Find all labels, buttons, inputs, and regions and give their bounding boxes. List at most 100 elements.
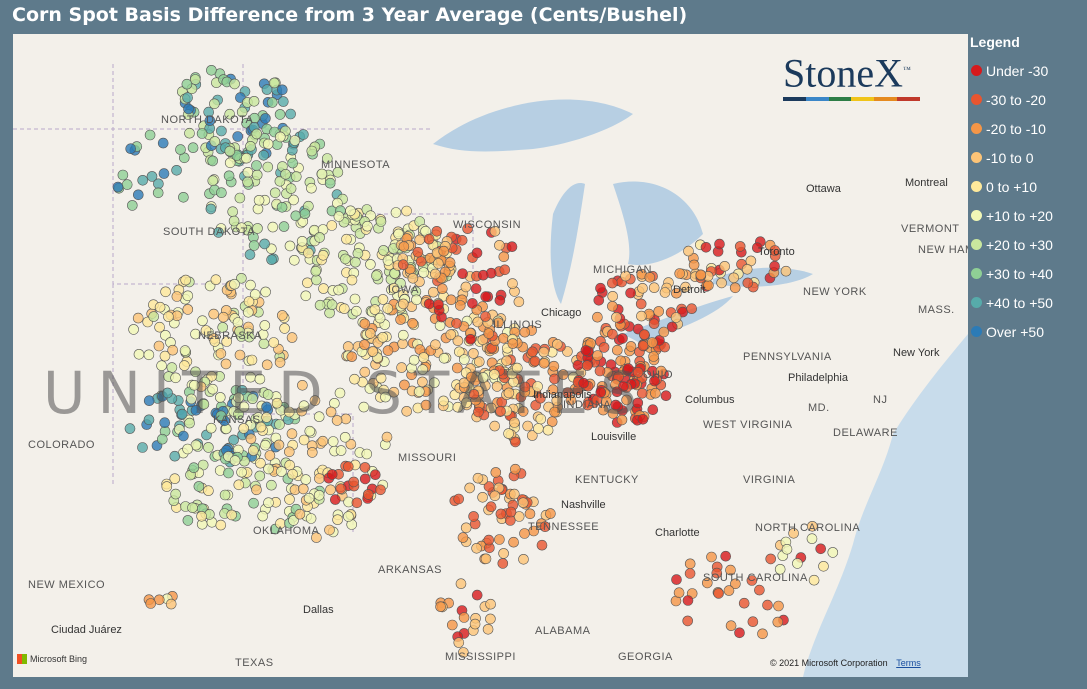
basis-point-marker <box>808 574 820 586</box>
legend-item[interactable]: Over +50 <box>969 317 1081 346</box>
legend-item[interactable]: +30 to +40 <box>969 259 1081 288</box>
basis-point-marker <box>428 377 440 389</box>
state-label: VERMONT <box>901 223 960 235</box>
basis-point-marker <box>285 183 297 194</box>
state-label: SOUTH DAKOTA <box>163 226 255 238</box>
basis-point-marker <box>178 192 189 203</box>
basis-point-marker <box>438 245 450 257</box>
basis-point-marker <box>243 306 254 318</box>
city-label: Ciudad Juárez <box>51 624 122 636</box>
state-label: TENNESSEE <box>528 521 600 533</box>
city-label: Detroit <box>673 284 706 296</box>
legend-item[interactable]: +20 to +30 <box>969 230 1081 259</box>
basis-point-marker <box>249 289 261 300</box>
basis-point-marker <box>495 508 507 520</box>
basis-point-marker <box>283 446 295 458</box>
basis-point-marker <box>189 379 200 391</box>
state-label: KANSAS <box>213 414 261 426</box>
basis-point-marker <box>407 317 418 329</box>
legend-item[interactable]: Under -30 <box>969 56 1081 85</box>
basis-point-marker <box>397 329 409 341</box>
basis-point-marker <box>637 413 649 425</box>
legend-item[interactable]: 0 to +10 <box>969 172 1081 201</box>
basis-point-marker <box>517 406 529 417</box>
basis-point-marker <box>653 306 665 317</box>
basis-point-marker <box>215 410 227 422</box>
basis-point-marker <box>806 533 818 545</box>
terms-link[interactable]: Terms <box>896 658 921 668</box>
basis-point-marker <box>673 587 685 599</box>
basis-point-marker <box>423 233 435 245</box>
basis-point-marker <box>216 125 227 137</box>
basis-point-marker <box>263 463 274 475</box>
legend-label: -10 to 0 <box>986 149 1034 166</box>
basis-point-marker <box>271 397 283 409</box>
basis-point-marker <box>397 259 409 270</box>
legend-label: 0 to +10 <box>986 178 1037 195</box>
basis-point-marker <box>483 534 495 546</box>
basis-point-marker <box>359 318 371 330</box>
basis-point-marker <box>246 354 258 366</box>
legend-item[interactable]: -20 to -10 <box>969 114 1081 143</box>
basis-point-marker <box>730 578 741 590</box>
basis-point-marker <box>276 84 288 96</box>
state-label: DELAWARE <box>833 427 898 439</box>
basis-point-marker <box>196 128 208 139</box>
basis-point-marker <box>232 317 244 328</box>
basis-point-marker <box>187 502 198 514</box>
basemap[interactable] <box>13 34 968 677</box>
legend-item[interactable]: -30 to -20 <box>969 85 1081 114</box>
basis-point-marker <box>636 387 648 399</box>
basis-point-marker <box>351 497 363 509</box>
bing-attribution[interactable]: Microsoft Bing <box>17 654 87 664</box>
basis-point-marker <box>412 246 424 258</box>
basis-point-marker <box>374 312 386 324</box>
basis-point-marker <box>268 77 280 89</box>
basis-point-marker <box>466 371 477 383</box>
basis-point-marker <box>359 462 371 473</box>
basis-point-marker <box>332 514 343 526</box>
basis-point-marker <box>258 150 269 161</box>
basis-point-marker <box>632 367 644 378</box>
basis-point-marker <box>490 467 502 478</box>
basis-point-marker <box>234 326 245 337</box>
basis-point-marker <box>339 431 351 443</box>
basis-point-marker <box>234 349 246 361</box>
basis-point-marker <box>607 290 619 302</box>
legend-swatch <box>971 268 982 279</box>
basis-point-marker <box>532 381 543 392</box>
basis-point-marker <box>711 567 723 579</box>
basis-point-marker <box>190 74 201 85</box>
map-panel[interactable]: UNITED STATES NORTH DAKOTA MINNESOTA SOUTH… <box>13 34 968 677</box>
basis-point-marker <box>350 256 361 268</box>
basis-point-marker <box>445 329 457 340</box>
legend-item[interactable]: +40 to +50 <box>969 288 1081 317</box>
basis-point-marker <box>341 233 352 245</box>
basis-point-marker <box>335 483 347 495</box>
basis-point-marker <box>470 283 482 294</box>
basis-point-marker <box>418 352 429 363</box>
basis-point-marker <box>765 553 777 565</box>
state-label: NEW MEXICO <box>28 579 106 591</box>
basis-point-marker <box>460 522 472 534</box>
basis-point-marker <box>494 240 505 251</box>
basis-point-marker <box>221 336 232 347</box>
basis-point-marker <box>438 395 449 407</box>
basis-point-marker <box>224 157 236 169</box>
logo-bar-segment <box>783 97 806 102</box>
basis-point-marker <box>251 128 262 140</box>
basis-point-marker <box>549 406 560 418</box>
legend-item[interactable]: +10 to +20 <box>969 201 1081 230</box>
basis-point-marker <box>313 489 325 501</box>
basis-point-marker <box>489 226 501 237</box>
basis-point-marker <box>510 436 521 448</box>
legend-item[interactable]: -10 to 0 <box>969 143 1081 172</box>
basis-point-marker <box>494 295 506 306</box>
basis-point-marker <box>638 329 650 340</box>
basis-point-marker <box>455 578 467 590</box>
basis-point-marker <box>535 392 546 404</box>
basis-point-marker <box>125 143 136 154</box>
basis-point-marker <box>513 511 525 522</box>
basis-point-marker <box>780 265 792 277</box>
basis-point-marker <box>286 332 298 343</box>
